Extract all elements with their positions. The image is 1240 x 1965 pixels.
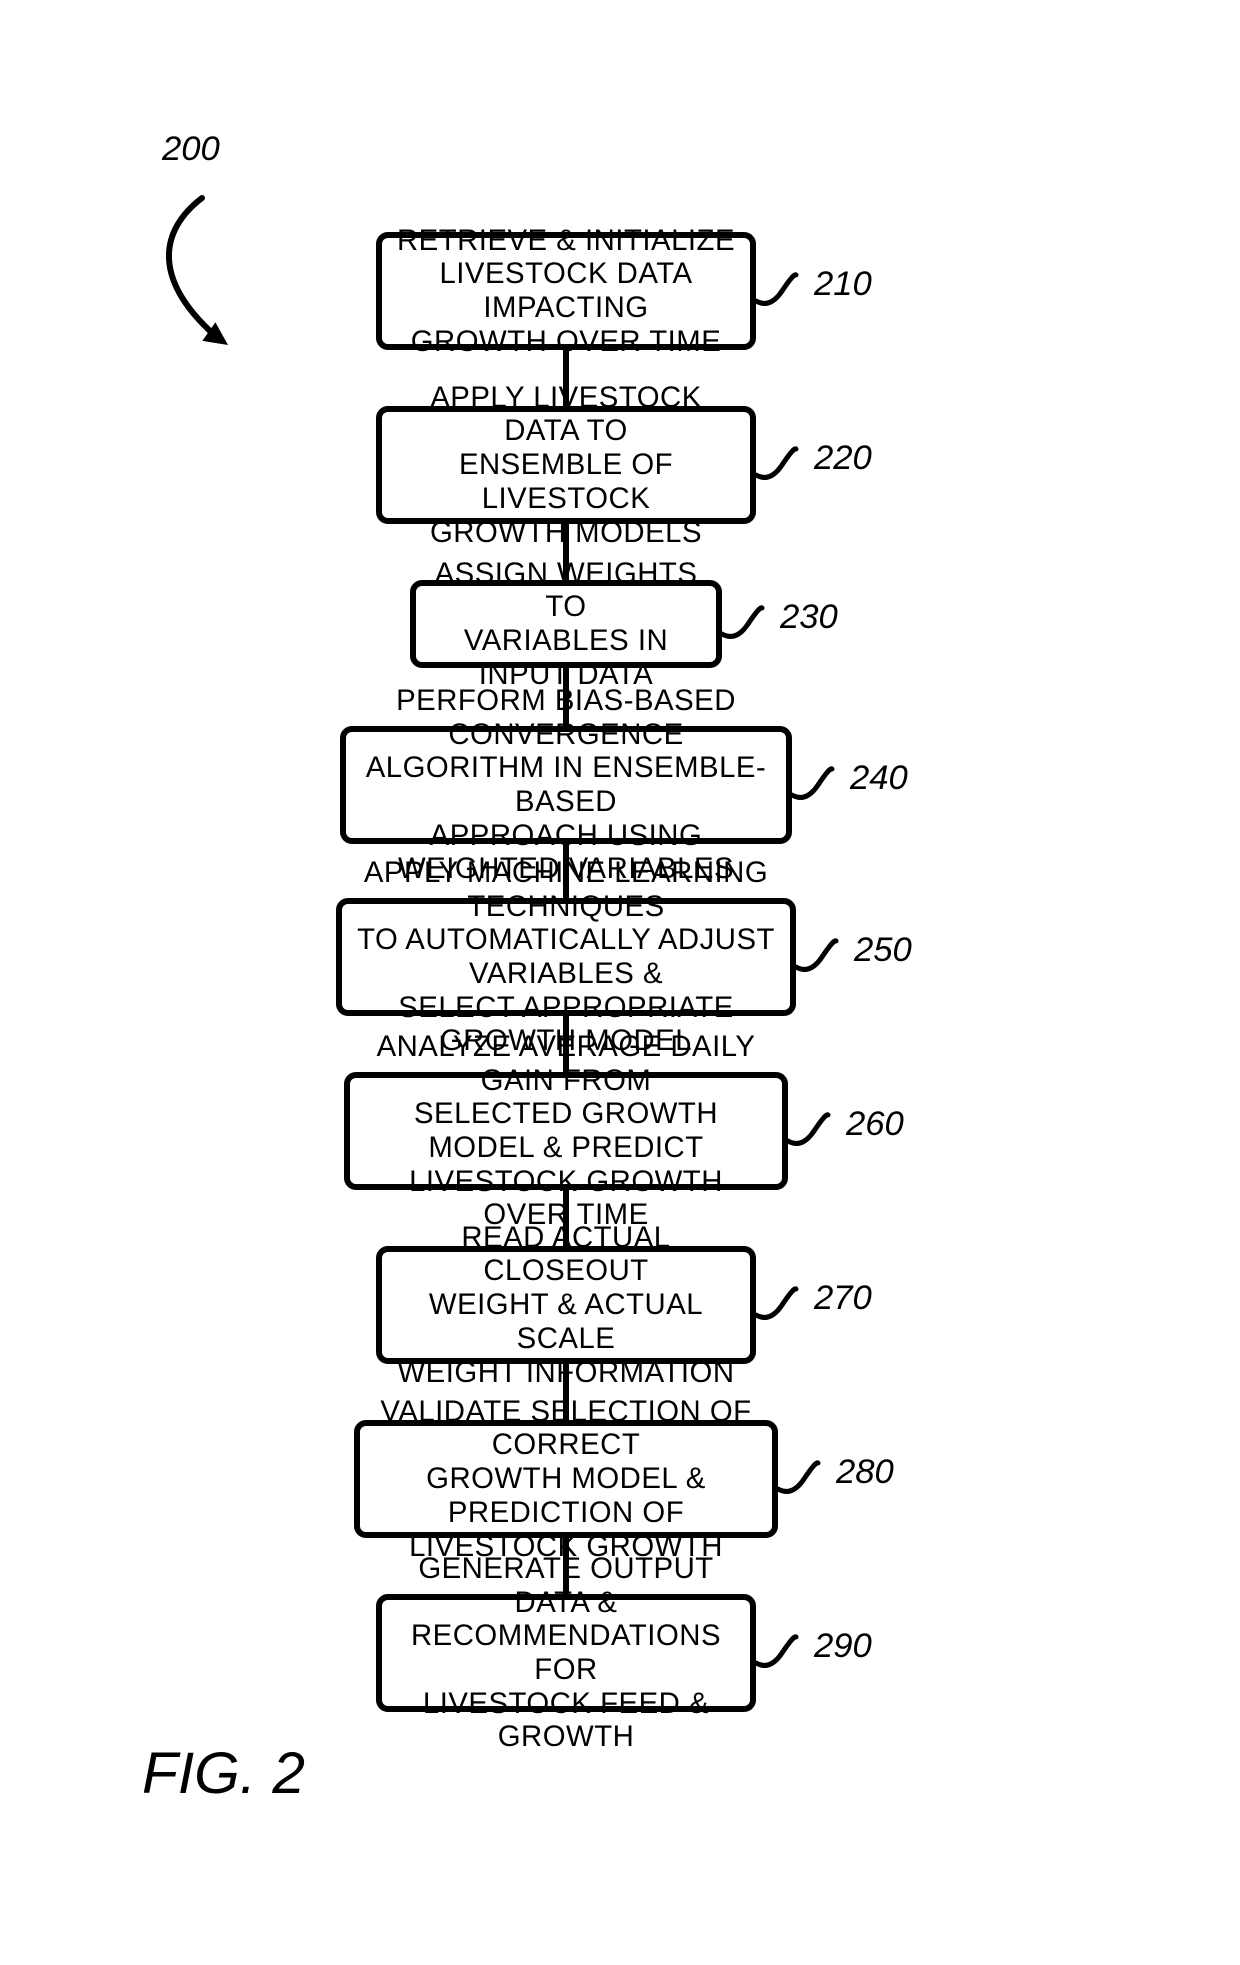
flowchart-canvas: 200 FIG. 2 RETRIEVE & INITIALIZE LIVESTO… [0, 0, 1240, 1965]
ref-290: 290 [814, 1627, 872, 1666]
ref-tick-290 [0, 0, 1240, 1965]
